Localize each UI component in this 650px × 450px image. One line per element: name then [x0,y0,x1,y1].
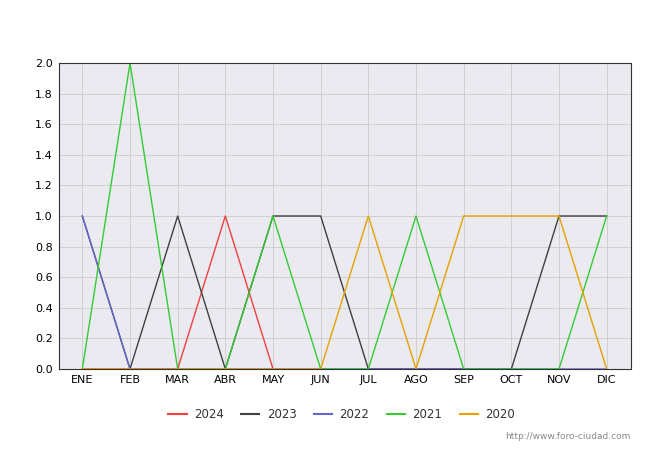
Text: 2021: 2021 [412,408,442,420]
Text: 2023: 2023 [266,408,296,420]
Text: 2022: 2022 [339,408,369,420]
Text: http://www.foro-ciudad.com: http://www.foro-ciudad.com [505,432,630,441]
Text: 2024: 2024 [194,408,224,420]
Text: 2020: 2020 [485,408,515,420]
Text: Matriculaciones de Vehiculos en Villaverde de Guadalimar: Matriculaciones de Vehiculos en Villaver… [92,15,558,30]
